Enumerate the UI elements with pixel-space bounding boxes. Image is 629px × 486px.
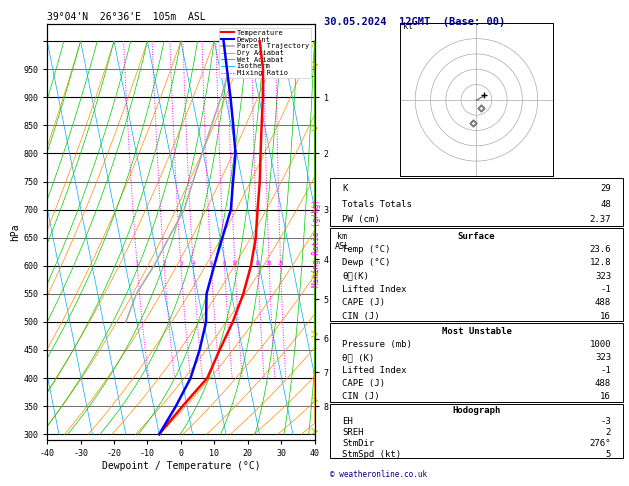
Text: 2: 2 [606, 428, 611, 437]
Text: Lifted Index: Lifted Index [342, 285, 406, 294]
Text: Pressure (mb): Pressure (mb) [342, 340, 412, 349]
Text: 16: 16 [600, 312, 611, 321]
X-axis label: Dewpoint / Temperature (°C): Dewpoint / Temperature (°C) [101, 461, 260, 470]
Text: -1: -1 [600, 285, 611, 294]
Text: 5: 5 [606, 450, 611, 459]
Text: θᴄ(K): θᴄ(K) [342, 272, 369, 281]
Text: -3: -3 [600, 417, 611, 426]
Text: 488: 488 [595, 298, 611, 307]
Text: 1: 1 [135, 261, 139, 266]
Text: LCL: LCL [300, 70, 314, 79]
Text: 16: 16 [255, 261, 261, 266]
Text: StmSpd (kt): StmSpd (kt) [342, 450, 401, 459]
Text: CAPE (J): CAPE (J) [342, 298, 385, 307]
Text: StmDir: StmDir [342, 439, 374, 448]
Text: 23.6: 23.6 [589, 245, 611, 254]
Legend: Temperature, Dewpoint, Parcel Trajectory, Dry Adiabat, Wet Adiabat, Isotherm, Mi: Temperature, Dewpoint, Parcel Trajectory… [220, 28, 311, 78]
Text: 323: 323 [595, 272, 611, 281]
Text: Surface: Surface [458, 232, 495, 241]
Text: CIN (J): CIN (J) [342, 392, 379, 401]
Text: -1: -1 [600, 366, 611, 375]
Text: Temp (°C): Temp (°C) [342, 245, 391, 254]
Text: Dewp (°C): Dewp (°C) [342, 259, 391, 267]
Text: 16: 16 [600, 392, 611, 401]
Text: 488: 488 [595, 379, 611, 388]
Text: 20: 20 [266, 261, 272, 266]
Text: kt: kt [403, 22, 413, 32]
Text: 2.37: 2.37 [589, 215, 611, 225]
Text: 12.8: 12.8 [589, 259, 611, 267]
Text: 25: 25 [277, 261, 284, 266]
Text: PW (cm): PW (cm) [342, 215, 379, 225]
Text: CIN (J): CIN (J) [342, 312, 379, 321]
Text: Mixing Ratio (g/kg): Mixing Ratio (g/kg) [312, 199, 321, 287]
Text: 323: 323 [595, 353, 611, 362]
Text: Lifted Index: Lifted Index [342, 366, 406, 375]
Text: 2: 2 [162, 261, 166, 266]
Text: SREH: SREH [342, 428, 364, 437]
Text: 3: 3 [179, 261, 182, 266]
Text: Totals Totals: Totals Totals [342, 200, 412, 208]
Text: CAPE (J): CAPE (J) [342, 379, 385, 388]
Text: 1000: 1000 [589, 340, 611, 349]
Text: θᴄ (K): θᴄ (K) [342, 353, 374, 362]
Text: 39°04'N  26°36'E  105m  ASL: 39°04'N 26°36'E 105m ASL [47, 12, 206, 22]
Text: Hodograph: Hodograph [452, 406, 501, 415]
Text: 29: 29 [600, 184, 611, 193]
Text: Most Unstable: Most Unstable [442, 327, 511, 336]
Text: 276°: 276° [589, 439, 611, 448]
Text: EH: EH [342, 417, 353, 426]
Text: K: K [342, 184, 347, 193]
Text: 4: 4 [192, 261, 195, 266]
Text: 30.05.2024  12GMT  (Base: 00): 30.05.2024 12GMT (Base: 00) [324, 17, 505, 27]
Text: 10: 10 [231, 261, 238, 266]
Text: 6: 6 [209, 261, 213, 266]
Text: 48: 48 [600, 200, 611, 208]
Y-axis label: hPa: hPa [10, 223, 20, 241]
Text: © weatheronline.co.uk: © weatheronline.co.uk [330, 470, 427, 480]
Y-axis label: km
ASL: km ASL [335, 232, 350, 251]
Text: 8: 8 [223, 261, 226, 266]
